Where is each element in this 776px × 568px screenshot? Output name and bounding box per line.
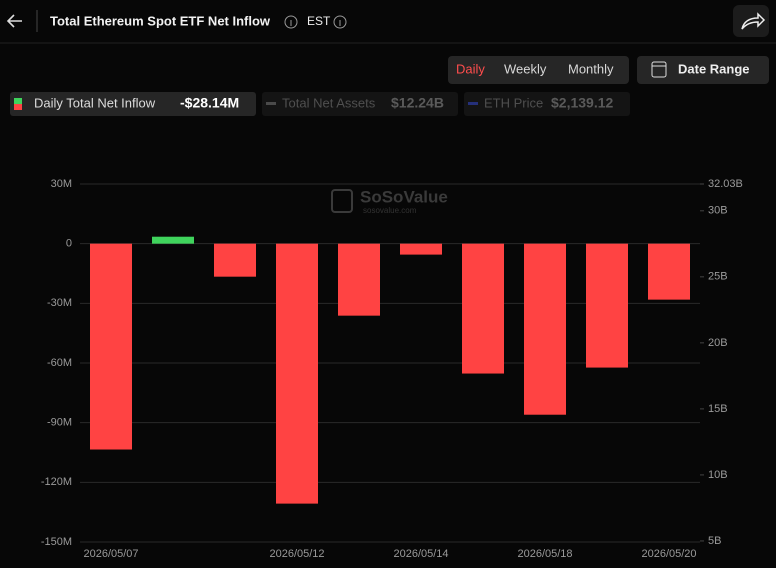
y2-tick-label: 25B (708, 271, 728, 283)
info-icon[interactable] (284, 15, 298, 29)
bar[interactable] (90, 243, 132, 450)
legend-label[interactable]: ETH Price (484, 95, 543, 110)
legend-value: $12.24B (391, 95, 444, 111)
bar[interactable] (400, 243, 442, 255)
bar[interactable] (462, 243, 504, 374)
legend-swatch (14, 98, 22, 104)
period-tab[interactable]: Daily (456, 61, 485, 76)
y2-tick-label: 10B (708, 469, 728, 481)
bar[interactable] (276, 243, 318, 504)
x-tick-label: 2026/05/14 (393, 548, 448, 560)
legend-swatch (468, 102, 478, 105)
timezone: EST (307, 14, 331, 28)
y2-tick-label: 20B (708, 337, 728, 349)
legend-swatch (266, 102, 276, 105)
share-button[interactable] (733, 5, 769, 37)
legend-swatch (14, 104, 22, 110)
x-tick-label: 2026/05/20 (641, 548, 696, 560)
bar[interactable] (338, 243, 380, 316)
legend-label[interactable]: Daily Total Net Inflow (34, 95, 156, 110)
period-tabs (448, 56, 629, 84)
bar[interactable] (586, 243, 628, 368)
legend-item-bg (10, 92, 256, 116)
bar[interactable] (214, 243, 256, 277)
period-tab[interactable]: Monthly (568, 61, 614, 76)
info-icon[interactable] (333, 15, 347, 29)
page-title: Total Ethereum Spot ETF Net Inflow (50, 13, 271, 28)
y-tick-label: -60M (47, 357, 72, 369)
date-range-label: Date Range (678, 61, 750, 76)
y2-tick-label: 15B (708, 403, 728, 415)
legend-item-bg (262, 92, 458, 116)
watermark-url: sosovalue.com (363, 206, 417, 215)
bar[interactable] (648, 243, 690, 300)
legend-value: $2,139.12 (551, 95, 613, 111)
y-tick-label: -120M (41, 476, 72, 488)
y2-tick-label: 32.03B (708, 178, 743, 190)
y-tick-label: 30M (51, 178, 72, 190)
y-tick-label: -90M (47, 417, 72, 429)
back-button[interactable] (6, 14, 22, 28)
legend-value: -$28.14M (180, 95, 239, 111)
watermark: SoSoValue (360, 187, 448, 206)
y-tick-label: -30M (47, 297, 72, 309)
bar[interactable] (524, 243, 566, 415)
x-tick-label: 2026/05/07 (83, 548, 138, 560)
period-tab[interactable]: Weekly (504, 61, 547, 76)
y2-tick-label: 30B (708, 205, 728, 217)
bar[interactable] (152, 236, 194, 244)
y2-tick-label: 5B (708, 535, 721, 547)
x-tick-label: 2026/05/18 (517, 548, 572, 560)
x-tick-label: 2026/05/12 (269, 548, 324, 560)
legend-item-bg (464, 92, 630, 116)
watermark-logo (331, 189, 353, 213)
y-tick-label: 0 (66, 238, 72, 250)
back-icon (6, 14, 22, 28)
legend-label[interactable]: Total Net Assets (282, 95, 376, 110)
y-tick-label: -150M (41, 536, 72, 548)
date-range-button[interactable]: Date Range (637, 56, 769, 84)
